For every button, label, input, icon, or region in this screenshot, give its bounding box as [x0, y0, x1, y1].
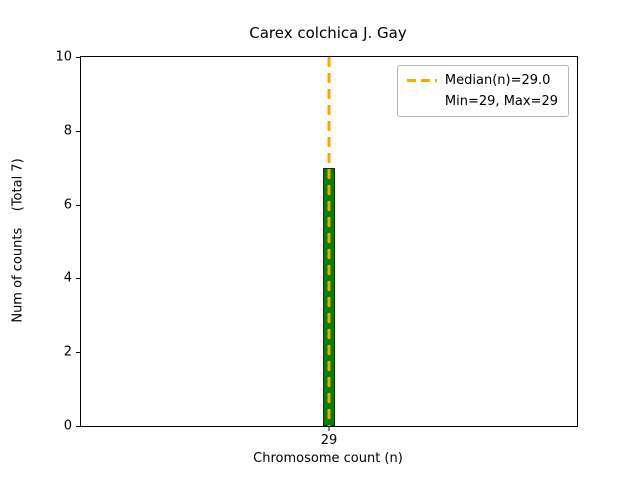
- empty-swatch: [407, 100, 437, 103]
- x-tick-mark: [328, 427, 330, 431]
- legend-entry-median: Median(n)=29.0: [406, 73, 558, 88]
- legend-label-minmax: Min=29, Max=29: [444, 94, 558, 109]
- x-tick-label: 29: [320, 433, 338, 448]
- y-tick-mark: [76, 204, 80, 206]
- legend: Median(n)=29.0 Min=29, Max=29: [396, 65, 569, 117]
- y-tick-label: 0: [63, 418, 72, 434]
- legend-label-median: Median(n)=29.0: [444, 73, 551, 88]
- y-tick-mark: [76, 426, 80, 427]
- y-tick-label: 2: [63, 344, 72, 360]
- y-tick-mark: [76, 278, 80, 280]
- x-axis-label: Chromosome count (n): [253, 451, 403, 466]
- y-tick-mark: [76, 352, 80, 354]
- median-line: [327, 57, 331, 426]
- median-dashed-line-swatch: [406, 79, 437, 82]
- plot-area: Median(n)=29.0 Min=29, Max=29 0 2 4 6 8 10 29: [55, 51, 578, 447]
- y-tick-label: 6: [63, 197, 72, 213]
- y-tick-label: 4: [63, 270, 72, 286]
- y-tick-mark: [76, 130, 80, 132]
- y-tick-mark: [76, 57, 80, 58]
- chart-title: Carex colchica J. Gay: [249, 24, 407, 42]
- legend-entry-minmax: Min=29, Max=29: [407, 94, 558, 109]
- y-axis-label: Num of counts (Total 7): [10, 158, 26, 323]
- y-tick-label: 10: [55, 49, 72, 65]
- y-tick-label: 8: [63, 123, 72, 139]
